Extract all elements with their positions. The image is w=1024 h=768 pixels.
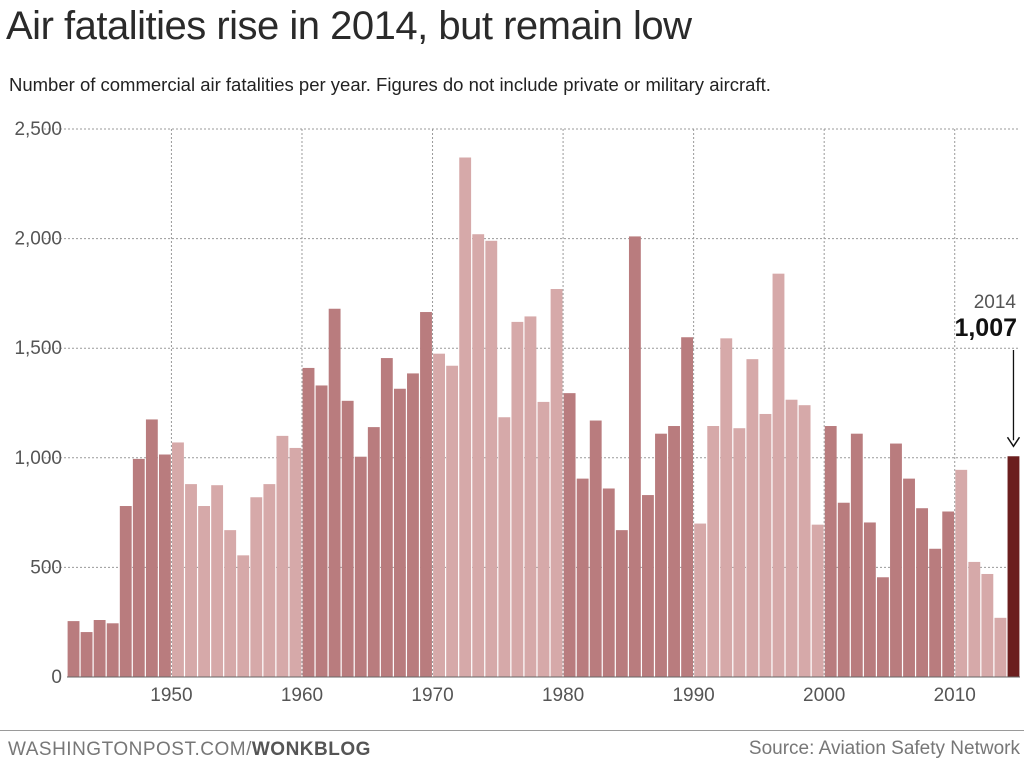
bar-1992	[720, 338, 733, 677]
y-tick-label: 1,500	[14, 338, 62, 359]
x-tick-label: 2000	[803, 685, 845, 706]
bar-1973	[472, 234, 485, 677]
bar-1942	[67, 621, 80, 677]
bar-1966	[380, 358, 393, 677]
bar-2000	[824, 426, 837, 677]
bar-2004	[876, 577, 889, 677]
bar-1981	[576, 478, 589, 677]
bar-1976	[511, 321, 524, 677]
y-tick-label: 0	[51, 667, 62, 688]
bar-1998	[798, 405, 811, 677]
bar-1980	[563, 393, 576, 677]
bar-1946	[119, 506, 132, 677]
bar-1965	[367, 427, 380, 677]
y-tick-label: 1,000	[14, 448, 62, 469]
x-tick-label: 1950	[150, 685, 192, 706]
bar-1945	[106, 623, 119, 677]
bar-1984	[615, 530, 628, 677]
bar-1995	[759, 413, 772, 677]
bar-2007	[916, 508, 929, 677]
bar-2001	[837, 502, 850, 677]
bar-2002	[850, 433, 863, 677]
footer-section: WONKBLOG	[251, 739, 371, 760]
bar-2008	[929, 548, 942, 677]
bar-1960	[302, 367, 315, 677]
bar-1988	[668, 426, 680, 677]
x-tick-label: 1960	[281, 685, 323, 706]
bar-1947	[132, 458, 145, 677]
bar-1986	[642, 495, 654, 677]
x-tick-label: 1990	[672, 685, 714, 706]
bar-1975	[498, 417, 511, 677]
bar-2011	[968, 561, 981, 677]
bar-1997	[785, 399, 798, 677]
bar-2009	[942, 511, 955, 677]
bar-1989	[681, 337, 694, 677]
bar-1956	[250, 497, 263, 677]
y-tick-label: 500	[30, 557, 62, 578]
bar-1987	[655, 433, 667, 677]
bar-1990	[694, 523, 707, 677]
bar-2014	[1007, 456, 1020, 677]
bar-1964	[354, 456, 367, 677]
bar-1955	[237, 555, 250, 677]
bar-1952	[198, 506, 211, 677]
x-tick-label: 1970	[411, 685, 453, 706]
bar-1977	[524, 316, 537, 677]
bar-1999	[811, 524, 824, 677]
bar-1959	[289, 447, 302, 677]
bar-1962	[328, 308, 341, 677]
bar-2013	[994, 617, 1007, 677]
bar-1970	[433, 353, 445, 677]
y-tick-label: 2,000	[14, 229, 62, 250]
bar-2010	[955, 469, 968, 677]
x-tick-label: 2010	[934, 685, 976, 706]
bar-1949	[158, 454, 171, 677]
annotation-year-label: 2014	[974, 292, 1017, 313]
x-tick-label: 1980	[542, 685, 584, 706]
bar-1982	[589, 420, 602, 677]
bar-1951	[185, 484, 197, 677]
bar-1954	[224, 530, 237, 677]
bar-1971	[446, 365, 459, 677]
bar-1979	[550, 289, 563, 677]
bar-1944	[93, 620, 106, 677]
bar-1963	[341, 400, 354, 677]
bar-1969	[420, 312, 432, 677]
bar-1991	[707, 426, 720, 677]
bar-1993	[733, 428, 746, 677]
bar-1978	[537, 401, 550, 677]
bar-1953	[211, 485, 224, 677]
bar-1994	[746, 359, 759, 677]
bar-1967	[393, 388, 406, 677]
bar-1972	[459, 157, 472, 678]
y-tick-label: 2,500	[14, 119, 62, 140]
annotation-arrow-head	[1006, 436, 1021, 448]
footer-site-credit: WASHINGTONPOST.COM/WONKBLOG	[8, 739, 371, 761]
footer-site: WASHINGTONPOST.COM/	[8, 739, 252, 760]
bar-2005	[890, 443, 902, 677]
chart-title: Air fatalities rise in 2014, but remain …	[6, 4, 692, 48]
bar-1950	[172, 442, 184, 677]
bar-2006	[903, 478, 915, 677]
bar-2003	[863, 522, 876, 677]
bar-2012	[981, 573, 994, 677]
footer-source: Source: Aviation Safety Network	[748, 738, 1020, 759]
bar-1996	[772, 273, 785, 677]
chart-subtitle: Number of commercial air fatalities per …	[9, 74, 771, 95]
bar-1958	[276, 435, 289, 677]
footer-divider	[0, 730, 1024, 731]
bar-1961	[315, 385, 328, 677]
bar-1968	[407, 373, 419, 677]
bar-1948	[145, 419, 158, 677]
bar-1957	[263, 484, 276, 677]
bar-1985	[628, 236, 641, 677]
bar-1983	[602, 488, 615, 677]
bar-1974	[485, 240, 498, 678]
bar-1943	[80, 632, 93, 677]
annotation-value-label: 1,007	[954, 314, 1017, 342]
